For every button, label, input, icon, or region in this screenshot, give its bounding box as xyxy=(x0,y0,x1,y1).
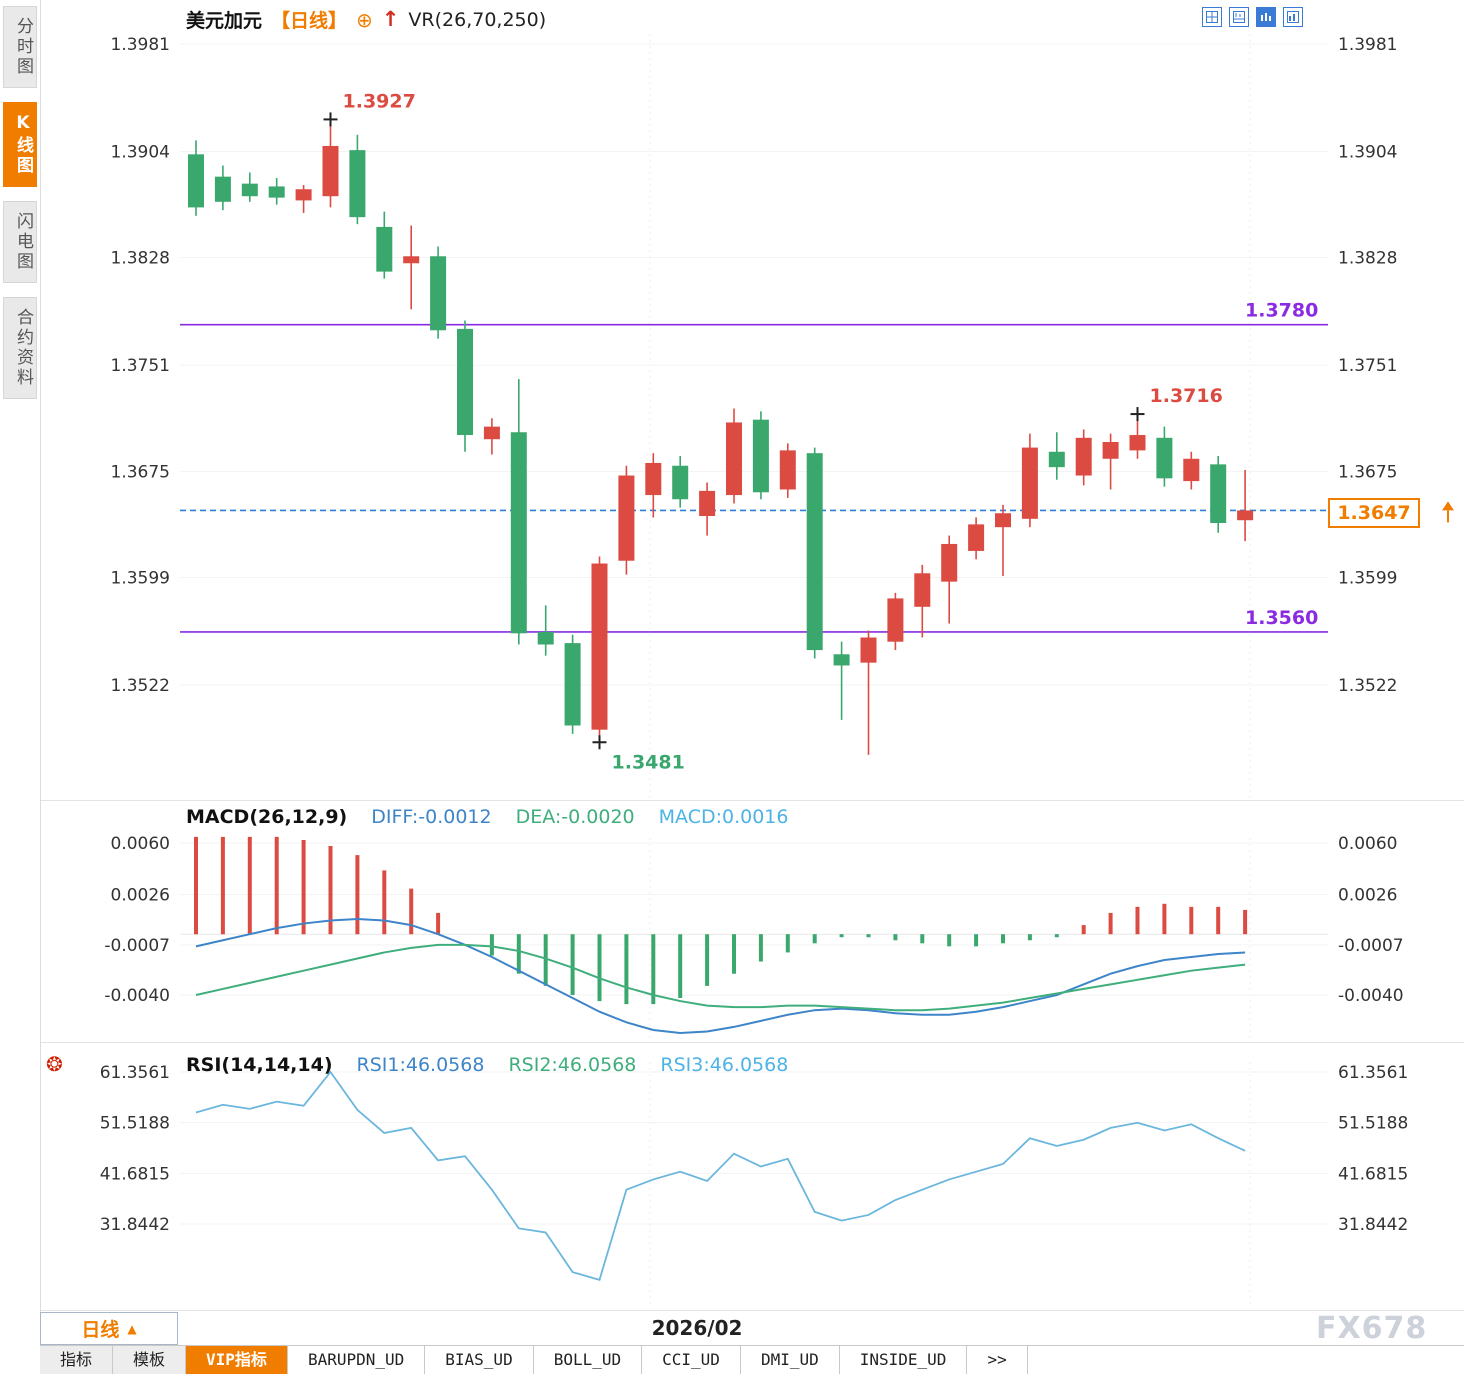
chart-header: 美元加元 【日线】 ⊕ ↑ VR(26,70,250) xyxy=(186,6,546,33)
svg-text:31.8442: 31.8442 xyxy=(100,1215,170,1235)
svg-text:0.0026: 0.0026 xyxy=(1338,886,1397,906)
svg-text:1.3599: 1.3599 xyxy=(111,568,170,588)
rsi-header: RSI(14,14,14) RSI1:46.0568 RSI2:46.0568 … xyxy=(186,1054,788,1076)
svg-text:1.3675: 1.3675 xyxy=(111,462,170,482)
svg-text:1.3751: 1.3751 xyxy=(111,356,170,376)
svg-text:51.5188: 51.5188 xyxy=(100,1114,170,1134)
svg-text:1.3828: 1.3828 xyxy=(1338,249,1397,269)
bottom-tab-7[interactable]: CCI_UD xyxy=(642,1346,741,1374)
period-dropdown-button[interactable]: 日线 ▲ xyxy=(40,1312,178,1345)
svg-text:0.0026: 0.0026 xyxy=(111,886,170,906)
svg-text:61.3561: 61.3561 xyxy=(100,1063,170,1083)
watermark: FX678 xyxy=(1316,1311,1428,1346)
x-axis-date-label: 2026/02 xyxy=(651,1316,743,1340)
indicator-tab-bar: 指标 模板 VIP指标 BARUPDN_UD BIAS_UD BOLL_UD CCI_UD D… xyxy=(40,1345,1464,1374)
period-dropdown-label: 日线 xyxy=(81,1319,120,1341)
split-chart-icon[interactable] xyxy=(1229,7,1249,27)
vr-indicator-label: VR(26,70,250) xyxy=(408,8,547,31)
rsi-title: RSI(14,14,14) xyxy=(186,1054,333,1076)
svg-text:1.3599: 1.3599 xyxy=(1338,568,1397,588)
svg-text:-0.0007: -0.0007 xyxy=(1338,936,1404,956)
svg-text:1.3904: 1.3904 xyxy=(1338,143,1397,163)
svg-text:1.3981: 1.3981 xyxy=(1338,35,1397,55)
svg-text:1.3927: 1.3927 xyxy=(343,90,416,112)
sidebar-tab-3[interactable]: 闪电图 xyxy=(3,201,37,283)
macd-header: MACD(26,12,9) DIFF:-0.0012 DEA:-0.0020 M… xyxy=(186,806,788,828)
trend-arrow-icon: ↑ xyxy=(381,7,400,31)
bottom-tab-2[interactable]: 模板 xyxy=(113,1346,187,1374)
bottom-tab-5[interactable]: BIAS_UD xyxy=(425,1346,534,1374)
footer-divider xyxy=(41,1310,1464,1311)
macd-dea-readout: DEA:-0.0020 xyxy=(515,806,635,828)
bottom-tab-1[interactable]: 指标 xyxy=(40,1346,114,1374)
bottom-tab-4[interactable]: BARUPDN_UD xyxy=(287,1346,426,1374)
svg-text:1.3522: 1.3522 xyxy=(111,676,170,696)
svg-text:1.3981: 1.3981 xyxy=(111,35,170,55)
svg-text:1.3751: 1.3751 xyxy=(1338,356,1397,376)
symbol-title: 美元加元 xyxy=(186,10,263,32)
svg-text:0.0060: 0.0060 xyxy=(111,834,170,854)
svg-text:1.3481: 1.3481 xyxy=(612,751,685,773)
new-window-icon[interactable] xyxy=(1283,7,1303,27)
quad-layout-icon[interactable] xyxy=(1202,7,1222,27)
macd-title: MACD(26,12,9) xyxy=(186,806,348,828)
rsi1-readout: RSI1:46.0568 xyxy=(356,1054,485,1076)
caret-up-icon: ▲ xyxy=(127,1321,137,1336)
svg-text:-0.0040: -0.0040 xyxy=(1338,986,1404,1006)
layout-toolbar xyxy=(1202,7,1303,27)
svg-text:-0.0007: -0.0007 xyxy=(104,936,170,956)
sidebar-tab-4[interactable]: 合约资料 xyxy=(3,297,37,399)
bottom-tab-9[interactable]: INSIDE_UD xyxy=(839,1346,968,1374)
svg-text:1.3828: 1.3828 xyxy=(111,249,170,269)
bottom-tab-8[interactable]: DMI_UD xyxy=(740,1346,840,1374)
sidebar: 分时图 K线图闪电图合约资料 xyxy=(2,6,38,399)
bottom-tab-3[interactable]: VIP指标 xyxy=(186,1346,288,1374)
svg-text:0.0060: 0.0060 xyxy=(1338,834,1397,854)
sidebar-tab-1[interactable]: 分时图 xyxy=(3,6,37,88)
rsi3-readout: RSI3:46.0568 xyxy=(660,1054,789,1076)
svg-text:41.6815: 41.6815 xyxy=(1338,1164,1408,1184)
add-indicator-icon[interactable]: ⊕ xyxy=(356,7,373,32)
macd-diff-readout: DIFF:-0.0012 xyxy=(371,806,492,828)
svg-text:51.5188: 51.5188 xyxy=(1338,1114,1408,1134)
rsi2-readout: RSI2:46.0568 xyxy=(508,1054,637,1076)
svg-text:61.3561: 61.3561 xyxy=(1338,1063,1408,1083)
svg-text:-0.0040: -0.0040 xyxy=(104,986,170,1006)
last-price-tag: 1.3647 xyxy=(1328,498,1420,528)
rsi-panel-divider xyxy=(41,1042,1464,1043)
svg-text:1.3560: 1.3560 xyxy=(1245,607,1318,629)
macd-panel-divider xyxy=(41,800,1464,801)
svg-text:31.8442: 31.8442 xyxy=(1338,1215,1408,1235)
macd-value-readout: MACD:0.0016 xyxy=(658,806,789,828)
single-chart-icon[interactable] xyxy=(1256,7,1276,27)
svg-text:41.6815: 41.6815 xyxy=(100,1164,170,1184)
svg-text:1.3716: 1.3716 xyxy=(1150,385,1223,407)
sidebar-divider xyxy=(40,0,41,1374)
svg-text:1.3780: 1.3780 xyxy=(1245,300,1318,322)
bottom-tab-10[interactable]: >> xyxy=(967,1346,1028,1374)
svg-text:1.3904: 1.3904 xyxy=(111,143,170,163)
bottom-tab-6[interactable]: BOLL_UD xyxy=(533,1346,643,1374)
sidebar-tab-2[interactable]: K线图 xyxy=(3,102,37,187)
period-tag[interactable]: 【日线】 xyxy=(271,10,348,32)
svg-text:1.3675: 1.3675 xyxy=(1338,462,1397,482)
rsi-marker-icon[interactable]: ❂ xyxy=(46,1052,63,1076)
svg-text:1.3522: 1.3522 xyxy=(1338,676,1397,696)
